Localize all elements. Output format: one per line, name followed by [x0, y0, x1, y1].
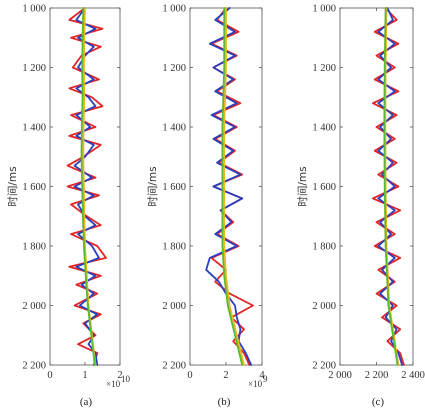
series-line-red-a: [66, 7, 107, 366]
y-tick-label-c: 1 800: [312, 242, 336, 253]
series-line-yellow-b: [223, 7, 245, 366]
y-tick-label-a: 1 800: [22, 242, 46, 253]
series-line-green-a: [80, 7, 96, 366]
y-tick-label-b: 2 200: [162, 361, 186, 372]
series-line-red-b: [210, 7, 254, 366]
x-tick-label-a: 2: [117, 370, 122, 381]
x-multiplier-a: ×10: [106, 379, 121, 389]
y-tick-label-c: 1 000: [312, 4, 336, 15]
x-multiplier-exp-a: 10: [121, 374, 131, 384]
y-axis-label-a: 时间/ms: [6, 166, 19, 206]
y-tick-label-b: 1 200: [162, 63, 186, 74]
y-tick-label-b: 1 400: [162, 123, 186, 134]
x-tick-label-c: 2 200: [365, 370, 389, 381]
x-tick-label-b: 4: [259, 370, 265, 381]
series-line-blue-a: [73, 7, 100, 366]
x-multiplier-b: ×10: [248, 379, 263, 389]
y-tick-label-c: 1 400: [312, 123, 336, 134]
y-tick-label-c: 2 200: [312, 361, 336, 372]
y-axis-label-c: 时间/ms: [296, 166, 309, 206]
x-tick-label-a: 0: [47, 370, 52, 381]
x-tick-label-c: 2 000: [328, 370, 352, 381]
x-tick-label-c: 2 400: [401, 370, 425, 381]
series-line-green-c: [383, 7, 399, 366]
y-tick-label-a: 2 000: [22, 301, 46, 312]
plot-frame-c: [339, 7, 414, 366]
y-tick-label-a: 1 400: [22, 123, 46, 134]
y-tick-label-c: 1 200: [312, 63, 336, 74]
caption-a: (a): [80, 396, 93, 408]
series-line-blue-c: [377, 7, 404, 366]
y-tick-label-c: 2 000: [312, 301, 336, 312]
y-tick-label-b: 1 000: [162, 4, 186, 15]
y-tick-label-a: 1 200: [22, 63, 46, 74]
x-tick-label-b: 0: [187, 370, 192, 381]
series-line-blue-b: [205, 7, 253, 366]
x-tick-label-b: 2: [223, 370, 228, 381]
y-tick-label-c: 1 600: [312, 182, 336, 193]
x-multiplier-exp-b: 9: [263, 374, 268, 384]
y-tick-label-a: 1 000: [22, 4, 46, 15]
caption-b: (b): [218, 396, 231, 408]
x-tick-label-a: 1: [82, 370, 87, 381]
y-tick-label-a: 1 600: [22, 182, 46, 193]
series-line-red-c: [371, 7, 405, 366]
y-tick-label-b: 1 600: [162, 182, 186, 193]
y-tick-label-b: 2 000: [162, 301, 186, 312]
series-line-green-b: [221, 7, 244, 366]
y-tick-label-a: 2 200: [22, 361, 46, 372]
caption-c: (c): [372, 396, 385, 408]
y-axis-label-b: 时间/ms: [146, 166, 159, 206]
plot-frame-a: [49, 7, 121, 366]
y-tick-label-b: 1 800: [162, 242, 186, 253]
